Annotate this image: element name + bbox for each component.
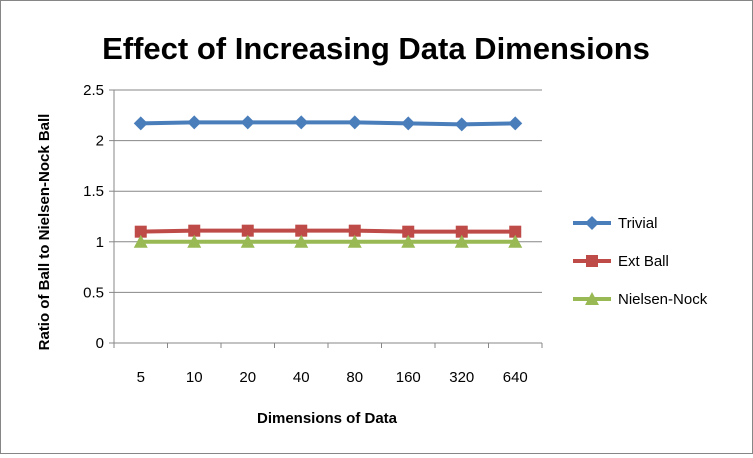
data-point	[347, 234, 362, 248]
legend-item: Ext Ball	[573, 253, 669, 270]
x-tick-label: 640	[503, 369, 528, 386]
x-tick-label: 320	[449, 369, 474, 386]
series-line	[140, 120, 516, 127]
chart-title: Effect of Increasing Data Dimensions	[102, 31, 650, 66]
x-tick-label: 5	[137, 369, 145, 386]
data-point	[240, 234, 255, 248]
data-point	[454, 234, 469, 248]
data-point	[347, 115, 362, 130]
y-tick-label: 0.5	[83, 284, 104, 301]
x-tick-label: 80	[346, 369, 363, 386]
data-point	[294, 234, 309, 248]
x-axis-title: Dimensions of Data	[257, 410, 398, 427]
data-point	[241, 224, 254, 237]
legend-item: Trivial	[573, 215, 657, 232]
data-point	[402, 225, 415, 238]
data-point	[294, 115, 309, 130]
data-point	[401, 234, 416, 248]
series-trivial	[133, 115, 523, 132]
data-point	[454, 117, 469, 132]
series-ext-ball	[134, 224, 522, 238]
y-tick-label: 0	[96, 335, 104, 352]
data-point	[508, 234, 523, 248]
data-point	[508, 116, 523, 131]
y-axis-title: Ratio of Ball to Nielsen-Nock Ball	[36, 114, 53, 351]
data-point	[455, 225, 468, 238]
x-tick-label: 10	[186, 369, 203, 386]
y-axis: 0 0.5 1 1.5 2 2.5	[83, 82, 115, 352]
y-tick-label: 2.5	[83, 82, 104, 99]
data-point	[187, 115, 202, 130]
x-tick-label: 160	[396, 369, 421, 386]
data-point	[188, 224, 201, 237]
data-point	[348, 224, 361, 237]
data-point	[133, 234, 148, 248]
y-tick-label: 1.5	[83, 183, 104, 200]
data-point	[187, 234, 202, 248]
x-tick-label: 40	[293, 369, 310, 386]
legend-label: Trivial	[618, 215, 657, 232]
x-axis: 5 10 20 40 80 160 320 640	[113, 342, 543, 386]
legend-marker	[585, 216, 599, 230]
data-point	[134, 225, 147, 238]
legend-marker	[585, 292, 599, 305]
series-layer	[133, 115, 523, 248]
data-point	[295, 224, 308, 237]
legend-label: Nielsen-Nock	[618, 291, 708, 308]
series-line	[140, 228, 516, 234]
legend: Trivial Ext Ball Nielsen-Nock	[573, 215, 708, 308]
data-point	[509, 225, 522, 238]
y-tick-label: 1	[96, 234, 104, 251]
gridlines	[114, 89, 542, 293]
y-tick-label: 2	[96, 133, 104, 150]
data-point	[133, 116, 148, 131]
legend-item: Nielsen-Nock	[573, 291, 708, 308]
legend-marker	[586, 255, 598, 267]
x-tick-label: 20	[239, 369, 256, 386]
data-point	[401, 116, 416, 131]
series-nielsen-nock	[133, 234, 523, 248]
legend-label: Ext Ball	[618, 253, 669, 270]
data-point	[240, 115, 255, 130]
